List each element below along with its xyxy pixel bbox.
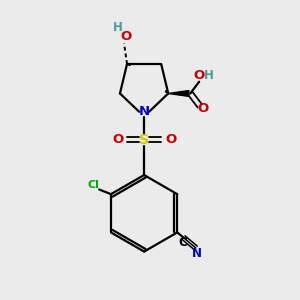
Text: C: C (178, 236, 187, 249)
Polygon shape (168, 91, 189, 96)
Text: O: O (120, 30, 131, 44)
Text: N: N (139, 105, 150, 118)
Text: O: O (165, 133, 176, 146)
Text: O: O (112, 133, 123, 146)
Text: H: H (113, 21, 122, 34)
Text: Cl: Cl (87, 180, 99, 190)
Text: H: H (204, 69, 214, 82)
Text: S: S (139, 133, 149, 147)
Text: O: O (194, 69, 205, 82)
Text: O: O (198, 102, 209, 115)
Text: N: N (191, 247, 201, 260)
